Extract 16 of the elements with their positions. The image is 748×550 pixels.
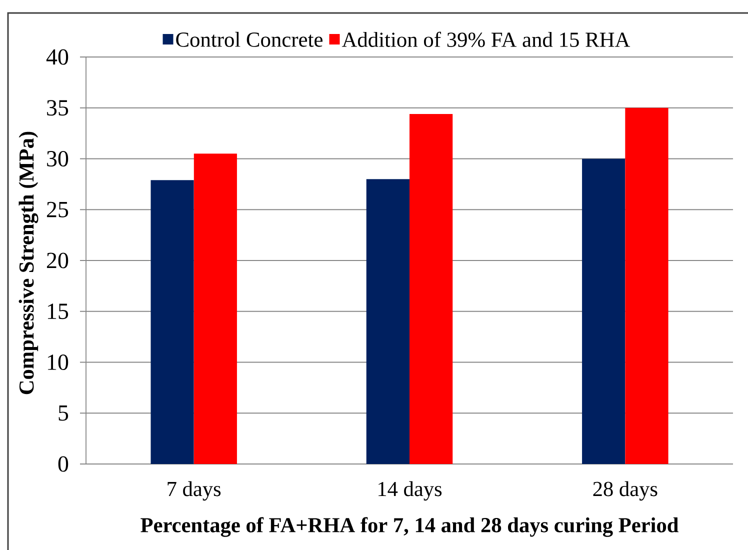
x-tick-label: 7 days <box>168 481 221 501</box>
x-axis-title: Percentage of FA+RHA for 7, 14 and 28 days curing Period <box>140 517 678 537</box>
y-tick-label: 30 <box>47 150 68 167</box>
y-tick-label: 5 <box>58 405 68 421</box>
legend-label: Addition of 39% FA and 15 RHA <box>342 32 630 48</box>
y-tick-label: 25 <box>46 202 68 218</box>
y-tick-label: 20 <box>46 252 68 268</box>
y-tick-label: 40 <box>46 49 68 65</box>
y-tick-label: 15 <box>48 304 68 320</box>
x-tick-label: 28 days <box>593 481 658 501</box>
y-tick-label: 35 <box>47 100 68 116</box>
legend-label: Control Concrete <box>176 32 322 47</box>
x-tick-label: 14 days <box>378 481 442 501</box>
y-tick-label: 0 <box>58 456 68 472</box>
y-tick-label: 10 <box>48 354 68 370</box>
y-axis-title: Compressive Strength (MPa) <box>18 132 38 394</box>
